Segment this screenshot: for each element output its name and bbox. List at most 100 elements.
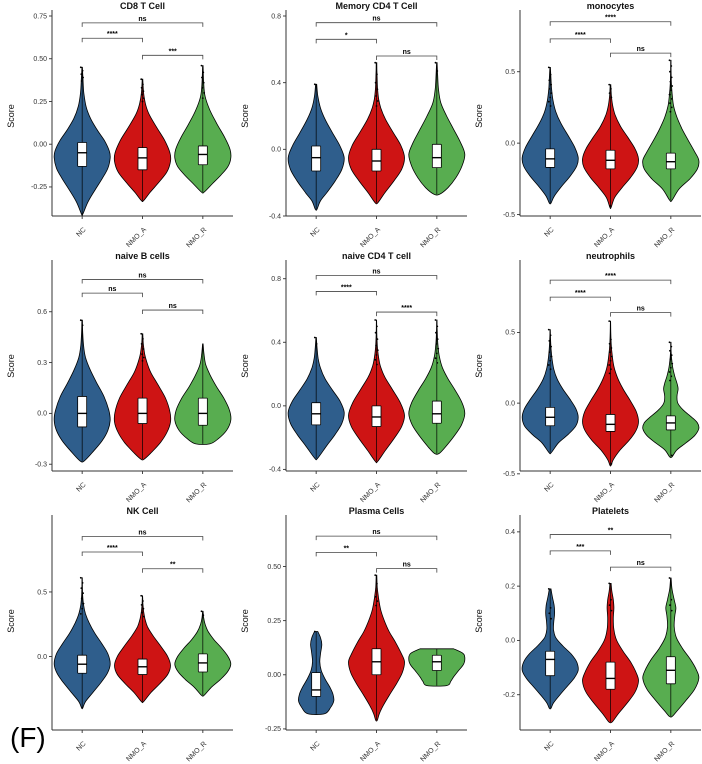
svg-text:NMO_R: NMO_R [185,740,208,763]
svg-text:ns: ns [108,286,116,293]
svg-text:ns: ns [403,562,411,569]
svg-text:-0.4: -0.4 [269,213,281,220]
svg-text:NMO_R: NMO_R [419,481,442,504]
svg-text:0.6: 0.6 [37,309,47,316]
panel-cd8-t-cell: CD8 T Cell Score 0.75 0.50 0.25 0.00 -0.25 ns… [0,0,234,250]
svg-text:NC: NC [309,226,321,238]
y-axis-label: Score [6,354,16,378]
svg-text:**: ** [170,562,176,569]
svg-text:-0.25: -0.25 [31,184,47,191]
svg-text:NMO_R: NMO_R [653,740,676,763]
y-axis-label: Score [6,104,16,128]
violin-plot: 0.8 0.4 0.0 -0.4 ns * ns NC NMO_A NMO_R [269,10,467,249]
panel-naive-cd4-t-cell: naive CD4 T cell Score 0.8 0.4 0.0 -0.4 ns **… [234,250,468,505]
panel-title: Platelets [591,506,630,516]
svg-text:0.50: 0.50 [33,56,47,63]
svg-text:ns: ns [372,16,380,23]
svg-text:NMO_R: NMO_R [419,740,442,763]
svg-text:**: ** [344,545,350,552]
svg-text:NMO_A: NMO_A [359,226,382,249]
svg-text:0.0: 0.0 [505,140,515,147]
svg-text:***: *** [576,544,584,551]
svg-text:0.4: 0.4 [271,340,281,347]
svg-text:ns: ns [637,306,645,313]
svg-text:***: *** [169,48,177,55]
panel-title: Memory CD4 T Cell [335,1,418,11]
panel-naive-b-cells: naive B cells Score 0.6 0.3 0.0 -0.3 ns ns ns N… [0,250,234,505]
y-axis-label: Score [240,354,250,378]
svg-text:-0.2: -0.2 [503,692,515,699]
panel-neutrophils: neutrophils Score 0.5 0.0 -0.5 **** **** ns NC… [468,250,702,505]
svg-text:ns: ns [138,16,146,23]
svg-text:NC: NC [75,740,87,752]
svg-text:0.0: 0.0 [271,147,281,154]
svg-text:****: **** [401,305,412,312]
svg-text:NMO_R: NMO_R [419,226,442,249]
svg-text:ns: ns [637,46,645,53]
svg-text:NMO_A: NMO_A [593,226,616,249]
svg-text:0.0: 0.0 [37,654,47,661]
svg-text:-0.4: -0.4 [269,467,281,474]
svg-text:NMO_A: NMO_A [125,226,148,249]
svg-text:0.5: 0.5 [505,330,515,337]
svg-text:ns: ns [372,269,380,276]
svg-text:0.00: 0.00 [267,672,281,679]
svg-text:ns: ns [169,303,177,310]
panel-title: Plasma Cells [348,506,405,516]
svg-text:NMO_R: NMO_R [185,226,208,249]
svg-text:NC: NC [543,740,555,752]
figure-label: (F) [10,722,46,753]
svg-text:0.75: 0.75 [33,13,47,20]
svg-text:ns: ns [637,560,645,567]
svg-text:-0.5: -0.5 [503,212,515,219]
svg-text:0.0: 0.0 [37,411,47,418]
svg-text:-0.25: -0.25 [265,726,281,733]
svg-text:ns: ns [403,49,411,56]
svg-text:****: **** [605,273,616,280]
svg-text:ns: ns [138,273,146,280]
y-axis-label: Score [474,354,484,378]
svg-text:NMO_R: NMO_R [653,481,676,504]
svg-text:0.2: 0.2 [505,583,515,590]
panel-nk-cell: NK Cell Score 0.5 0.0 ns **** ** NC NMO_A NMO_R [0,505,234,764]
violin-plot: 0.5 0.0 -0.5 **** **** ns NC NMO_A NMO_R [503,260,701,504]
panel-memory-cd4-t-cell: Memory CD4 T Cell Score 0.8 0.4 0.0 -0.4 ns *… [234,0,468,250]
panel-title: naive B cells [115,251,170,261]
svg-text:NC: NC [309,481,321,493]
panel-title: monocytes [586,1,635,11]
svg-text:0.00: 0.00 [33,142,47,149]
svg-text:-0.5: -0.5 [503,471,515,478]
svg-text:NMO_A: NMO_A [359,481,382,504]
svg-text:*: * [345,32,348,39]
svg-text:NMO_R: NMO_R [185,481,208,504]
svg-text:****: **** [107,545,118,552]
svg-text:0.50: 0.50 [267,564,281,571]
svg-text:0.4: 0.4 [271,80,281,87]
svg-text:****: **** [341,284,352,291]
svg-text:ns: ns [372,529,380,536]
svg-text:**: ** [608,528,614,535]
svg-text:NMO_A: NMO_A [125,481,148,504]
violin-plot: 0.6 0.3 0.0 -0.3 ns ns ns NC NMO_A NMO_R [35,260,233,504]
panel-platelets: Platelets Score 0.4 0.2 0.0 -0.2 ** *** ns NC NM… [468,505,702,764]
svg-text:0.5: 0.5 [37,589,47,596]
svg-text:****: **** [107,31,118,38]
svg-text:NMO_A: NMO_A [593,740,616,763]
panel-title: CD8 T Cell [119,1,165,11]
violin-plot: 0.5 0.0 -0.5 **** **** ns NC NMO_A NMO_R [503,10,701,249]
svg-text:0.25: 0.25 [267,618,281,625]
svg-text:NMO_A: NMO_A [593,481,616,504]
panel-title: neutrophils [586,251,635,261]
violin-plot: 0.8 0.4 0.0 -0.4 ns **** **** NC NMO_A NMO_R [269,260,467,504]
svg-text:****: **** [605,15,616,22]
svg-text:0.8: 0.8 [271,13,281,20]
svg-text:0.8: 0.8 [271,276,281,283]
svg-text:NMO_A: NMO_A [125,740,148,763]
y-axis-label: Score [240,609,250,633]
violin-plot: 0.50 0.25 0.00 -0.25 ns ** ns NC NMO_A NMO_R [265,515,467,763]
svg-text:0.0: 0.0 [271,403,281,410]
svg-text:NMO_A: NMO_A [359,740,382,763]
